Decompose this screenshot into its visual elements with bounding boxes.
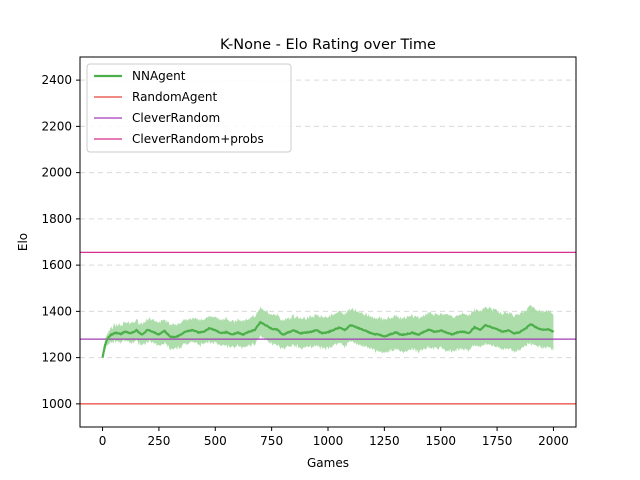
y-tick-label: 2400	[41, 73, 72, 87]
reference-lines	[80, 251, 576, 405]
y-tick-label: 2200	[41, 119, 72, 133]
x-tick-label: 1000	[313, 434, 344, 448]
y-tick-label: 2000	[41, 166, 72, 180]
legend-label: CleverRandom+probs	[132, 132, 264, 146]
y-tick-label: 1400	[41, 304, 72, 318]
y-axis-ticks: 1000 1200 1400 1600 1800 2000 2200 2400	[41, 73, 80, 411]
y-tick-label: 1200	[41, 351, 72, 365]
x-tick-label: 2000	[538, 434, 569, 448]
x-tick-label: 1250	[369, 434, 400, 448]
y-axis-label: Elo	[16, 233, 30, 251]
nnagent-mean-line	[101, 320, 555, 358]
legend-label: RandomAgent	[132, 90, 217, 104]
chart-title: K-None - Elo Rating over Time	[220, 37, 436, 53]
x-axis-label: Games	[307, 456, 349, 470]
x-tick-label: 1750	[482, 434, 513, 448]
x-tick-label: 250	[147, 434, 170, 448]
y-tick-label: 1800	[41, 212, 72, 226]
y-tick-label: 1000	[41, 397, 72, 411]
legend-box	[86, 63, 292, 153]
x-tick-label: 1500	[425, 434, 456, 448]
legend-label: CleverRandom	[132, 111, 220, 125]
x-tick-label: 500	[204, 434, 227, 448]
legend-label: NNAgent	[132, 69, 186, 83]
nnagent-line-group	[101, 320, 555, 358]
y-tick-label: 1600	[41, 258, 72, 272]
x-tick-label: 0	[99, 434, 107, 448]
x-tick-label: 750	[260, 434, 283, 448]
legend: NNAgent RandomAgent CleverRandom CleverRand…	[86, 63, 292, 153]
x-axis-ticks: 0 250 500 750 1000 1250 1500 1750 2000	[99, 427, 569, 448]
